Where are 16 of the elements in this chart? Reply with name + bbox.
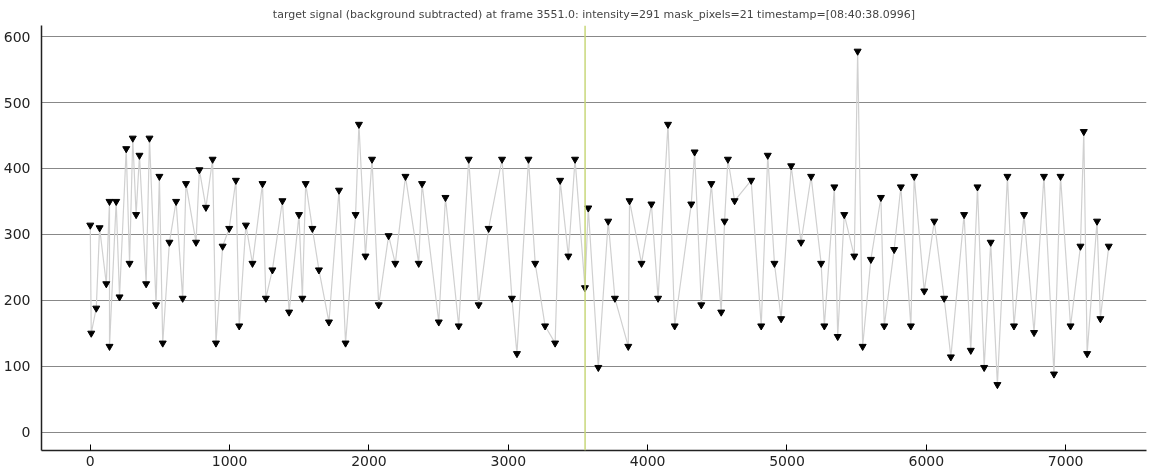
y-tick-label: 200	[3, 292, 31, 309]
y-tick-label: 300	[3, 226, 31, 243]
y-tick-label: 100	[3, 358, 31, 375]
x-tick-label: 0	[85, 452, 95, 468]
y-tick-label: 0	[21, 424, 31, 441]
x-tick-label: 7000	[1047, 452, 1084, 468]
y-tick-label: 400	[3, 160, 31, 177]
x-tick-label: 4000	[629, 452, 666, 468]
x-tick-label: 3000	[490, 452, 527, 468]
y-tick-label: 600	[3, 28, 31, 45]
chart-title: target signal (background subtracted) at frame 3551.0: intensity=291 mask_pixels=21 timestamp=[08:40:38.0996]	[272, 7, 916, 21]
y-tick-label: 500	[3, 94, 31, 111]
x-tick-label: 5000	[769, 452, 805, 468]
x-tick-label: 6000	[908, 452, 945, 468]
x-tick-label: 2000	[351, 452, 387, 468]
x-tick-label: 1000	[211, 452, 248, 468]
